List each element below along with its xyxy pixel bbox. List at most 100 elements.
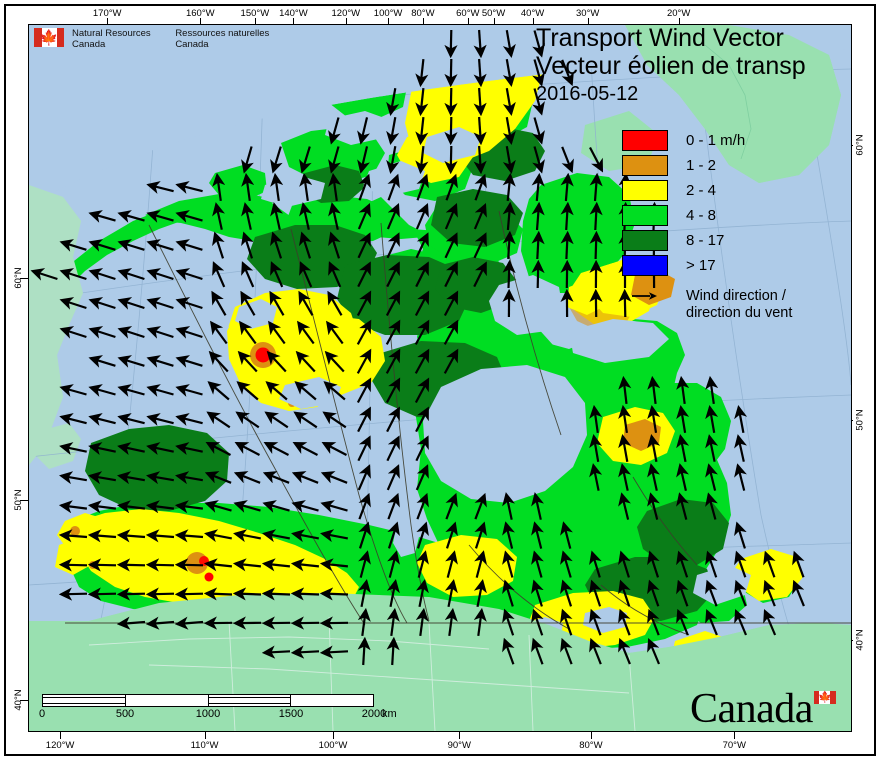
wind-arrow xyxy=(235,411,260,429)
scale-unit: km xyxy=(382,708,397,720)
axis-top-tick-10 xyxy=(587,18,589,25)
wind-arrow xyxy=(320,529,349,543)
wind-arrow xyxy=(323,381,346,401)
wind-arrow xyxy=(414,348,430,374)
canada-flag-icon: 🍁 xyxy=(34,28,64,47)
wind-arrow xyxy=(320,500,348,513)
wind-arrow xyxy=(415,261,429,288)
wind-arrow xyxy=(589,201,603,231)
wind-arrow xyxy=(443,348,459,374)
wind-arrow xyxy=(117,326,145,339)
axis-right-label-0: 60°N xyxy=(854,134,866,156)
canada-wordmark: Canada 🍁 xyxy=(690,688,836,730)
wind-arrow xyxy=(676,463,689,491)
wind-arrow xyxy=(386,406,400,433)
map-graphics xyxy=(29,25,851,731)
wind-arrow xyxy=(502,59,516,87)
wind-arrow xyxy=(88,297,116,310)
wind-arrow xyxy=(792,579,805,607)
axis-bottom-label-3: 90°W xyxy=(447,740,471,751)
wind-arrow xyxy=(117,239,145,252)
wind-arrow xyxy=(416,173,429,201)
wind-arrow xyxy=(356,348,372,374)
wind-arrow xyxy=(299,172,313,202)
nrcan-text: Natural Resources Canada Ressources natu… xyxy=(72,28,269,50)
wind-arrow xyxy=(618,637,631,665)
wind-arrow xyxy=(88,239,116,252)
scale-seg-3 xyxy=(208,695,292,706)
wind-arrow xyxy=(444,202,458,230)
wind-direction-fr: direction du vent xyxy=(686,305,793,321)
wind-arrow xyxy=(117,384,145,397)
wind-arrow xyxy=(262,500,290,513)
wind-arrow xyxy=(676,550,689,578)
wind-arrow xyxy=(146,471,174,485)
wind-arrow xyxy=(589,434,603,462)
wind-arrow xyxy=(206,411,231,429)
legend-item-5: > 17 xyxy=(622,253,792,278)
axis-top-label-1: 160°W xyxy=(185,8,215,19)
wind-arrow xyxy=(358,550,371,578)
wind-arrow xyxy=(325,320,344,345)
wind-arrow xyxy=(531,521,544,549)
wind-arrow xyxy=(175,413,203,426)
wind-arrow xyxy=(415,435,429,462)
wind-arrow xyxy=(589,146,604,173)
wind-arrow xyxy=(328,202,342,230)
wind-arrow xyxy=(233,500,261,513)
map-canvas[interactable] xyxy=(28,24,852,732)
wind-arrow xyxy=(532,59,545,87)
wind-arrow xyxy=(502,30,516,58)
wind-arrow xyxy=(705,579,718,607)
wind-arrow xyxy=(327,290,343,316)
wind-arrow xyxy=(415,116,429,146)
axis-top-label-10: 30°W xyxy=(576,8,600,19)
wind-arrow xyxy=(734,579,747,607)
wind-arrow xyxy=(146,384,174,397)
wind-arrow xyxy=(88,268,116,281)
legend-swatch-5 xyxy=(622,255,668,276)
wind-arrow xyxy=(386,607,400,637)
wind-arrow xyxy=(589,579,602,607)
wind-arrow xyxy=(386,117,400,145)
wind-arrow xyxy=(618,404,632,434)
wind-arrow xyxy=(298,290,314,316)
wind-arrow xyxy=(233,471,261,484)
wind-arrow xyxy=(299,231,312,259)
wind-arrow xyxy=(262,529,291,543)
axis-top-label-4: 120°W xyxy=(331,8,361,19)
wind-arrow xyxy=(415,607,429,637)
wind-arrow xyxy=(445,492,458,520)
axis-bottom-label-2: 100°W xyxy=(318,740,348,751)
wind-arrow xyxy=(561,146,574,174)
wind-arrow xyxy=(205,441,232,456)
wind-arrow xyxy=(59,268,87,281)
wind-arrow xyxy=(589,637,602,665)
legend-rows: 0 - 1 m/h 1 - 2 2 - 4 4 - 8 8 - 17 > 17 xyxy=(622,128,792,278)
axis-bottom-tick-0 xyxy=(60,732,62,739)
wind-arrow xyxy=(531,492,545,520)
wind-arrow xyxy=(116,500,146,514)
wind-arrow xyxy=(474,492,487,520)
wind-arrow xyxy=(386,202,400,230)
legend-label-4: 8 - 17 xyxy=(686,232,725,249)
wind-arrow xyxy=(589,608,602,636)
legend-label-3: 4 - 8 xyxy=(686,207,717,224)
wind-arrow xyxy=(386,261,400,288)
wind-arrow xyxy=(87,529,117,543)
scale-tick-3: 1500 xyxy=(278,708,304,720)
wind-arrow xyxy=(357,261,371,288)
wind-arrow xyxy=(265,381,288,401)
wind-arrow xyxy=(319,587,349,601)
wind-arrow xyxy=(560,172,574,202)
axis-top-tick-5 xyxy=(388,18,390,25)
axis-top-tick-7 xyxy=(467,18,469,25)
wind-arrow xyxy=(174,500,204,514)
wind-arrow xyxy=(30,268,58,281)
wind-arrow xyxy=(357,232,371,259)
wind-arrow xyxy=(270,202,284,230)
maple-leaf-icon: 🍁 xyxy=(39,29,59,46)
wind-arrow xyxy=(175,384,203,397)
axis-bottom-tick-3 xyxy=(459,732,461,739)
wind-arrow xyxy=(357,636,371,666)
